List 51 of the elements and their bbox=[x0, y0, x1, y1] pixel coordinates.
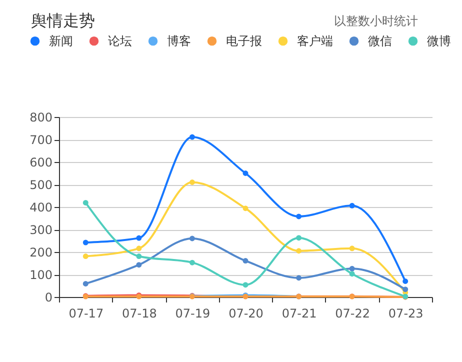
point bbox=[136, 262, 142, 268]
point bbox=[349, 266, 355, 272]
legend-label: 电子报 bbox=[226, 34, 262, 48]
point bbox=[349, 246, 355, 252]
y-tick-label: 200 bbox=[30, 246, 52, 260]
y-tick-label: 700 bbox=[30, 133, 52, 147]
point bbox=[189, 134, 195, 140]
legend-label: 客户端 bbox=[297, 34, 333, 48]
y-tick-label: 400 bbox=[30, 200, 52, 214]
text: 以整数小时统计 bbox=[334, 14, 418, 28]
y-tick-label: 300 bbox=[30, 223, 52, 237]
point bbox=[296, 214, 302, 220]
point bbox=[82, 280, 88, 286]
legend-label: 博客 bbox=[167, 34, 191, 48]
legend-label: 微信 bbox=[368, 34, 392, 48]
y-tick-label: 600 bbox=[30, 156, 52, 170]
y-tick-label: 500 bbox=[30, 178, 52, 192]
point bbox=[82, 240, 88, 246]
point bbox=[136, 235, 142, 241]
y-tick-label: 0 bbox=[44, 290, 52, 304]
chart-title: 舆情走势 bbox=[31, 11, 95, 30]
point bbox=[296, 275, 302, 281]
point bbox=[242, 206, 248, 212]
point bbox=[189, 236, 195, 242]
point bbox=[136, 254, 142, 260]
point bbox=[296, 235, 302, 241]
x-tick-label: 07-20 bbox=[228, 306, 264, 320]
x-tick-label: 07-19 bbox=[175, 306, 210, 320]
point bbox=[402, 278, 408, 284]
x-tick-label: 07-21 bbox=[282, 306, 317, 320]
x-tick-label: 07-23 bbox=[388, 306, 424, 320]
point bbox=[296, 248, 302, 254]
point bbox=[349, 202, 355, 208]
y-tick-label: 800 bbox=[30, 110, 52, 124]
point bbox=[242, 170, 248, 176]
legend-label: 微博 bbox=[427, 34, 451, 48]
point bbox=[349, 271, 355, 277]
point bbox=[242, 258, 248, 264]
point bbox=[136, 246, 142, 252]
point bbox=[242, 282, 248, 288]
point bbox=[189, 260, 195, 266]
legend-label: 新闻 bbox=[49, 34, 73, 48]
point bbox=[82, 254, 88, 260]
x-tick-label: 07-22 bbox=[335, 306, 370, 320]
point bbox=[189, 180, 195, 185]
legend-label: 论坛 bbox=[108, 34, 132, 48]
x-tick-label: 07-18 bbox=[122, 306, 157, 320]
y-tick-label: 100 bbox=[30, 268, 52, 282]
point bbox=[82, 200, 88, 206]
point bbox=[402, 286, 408, 292]
x-tick-label: 07-17 bbox=[68, 306, 104, 320]
